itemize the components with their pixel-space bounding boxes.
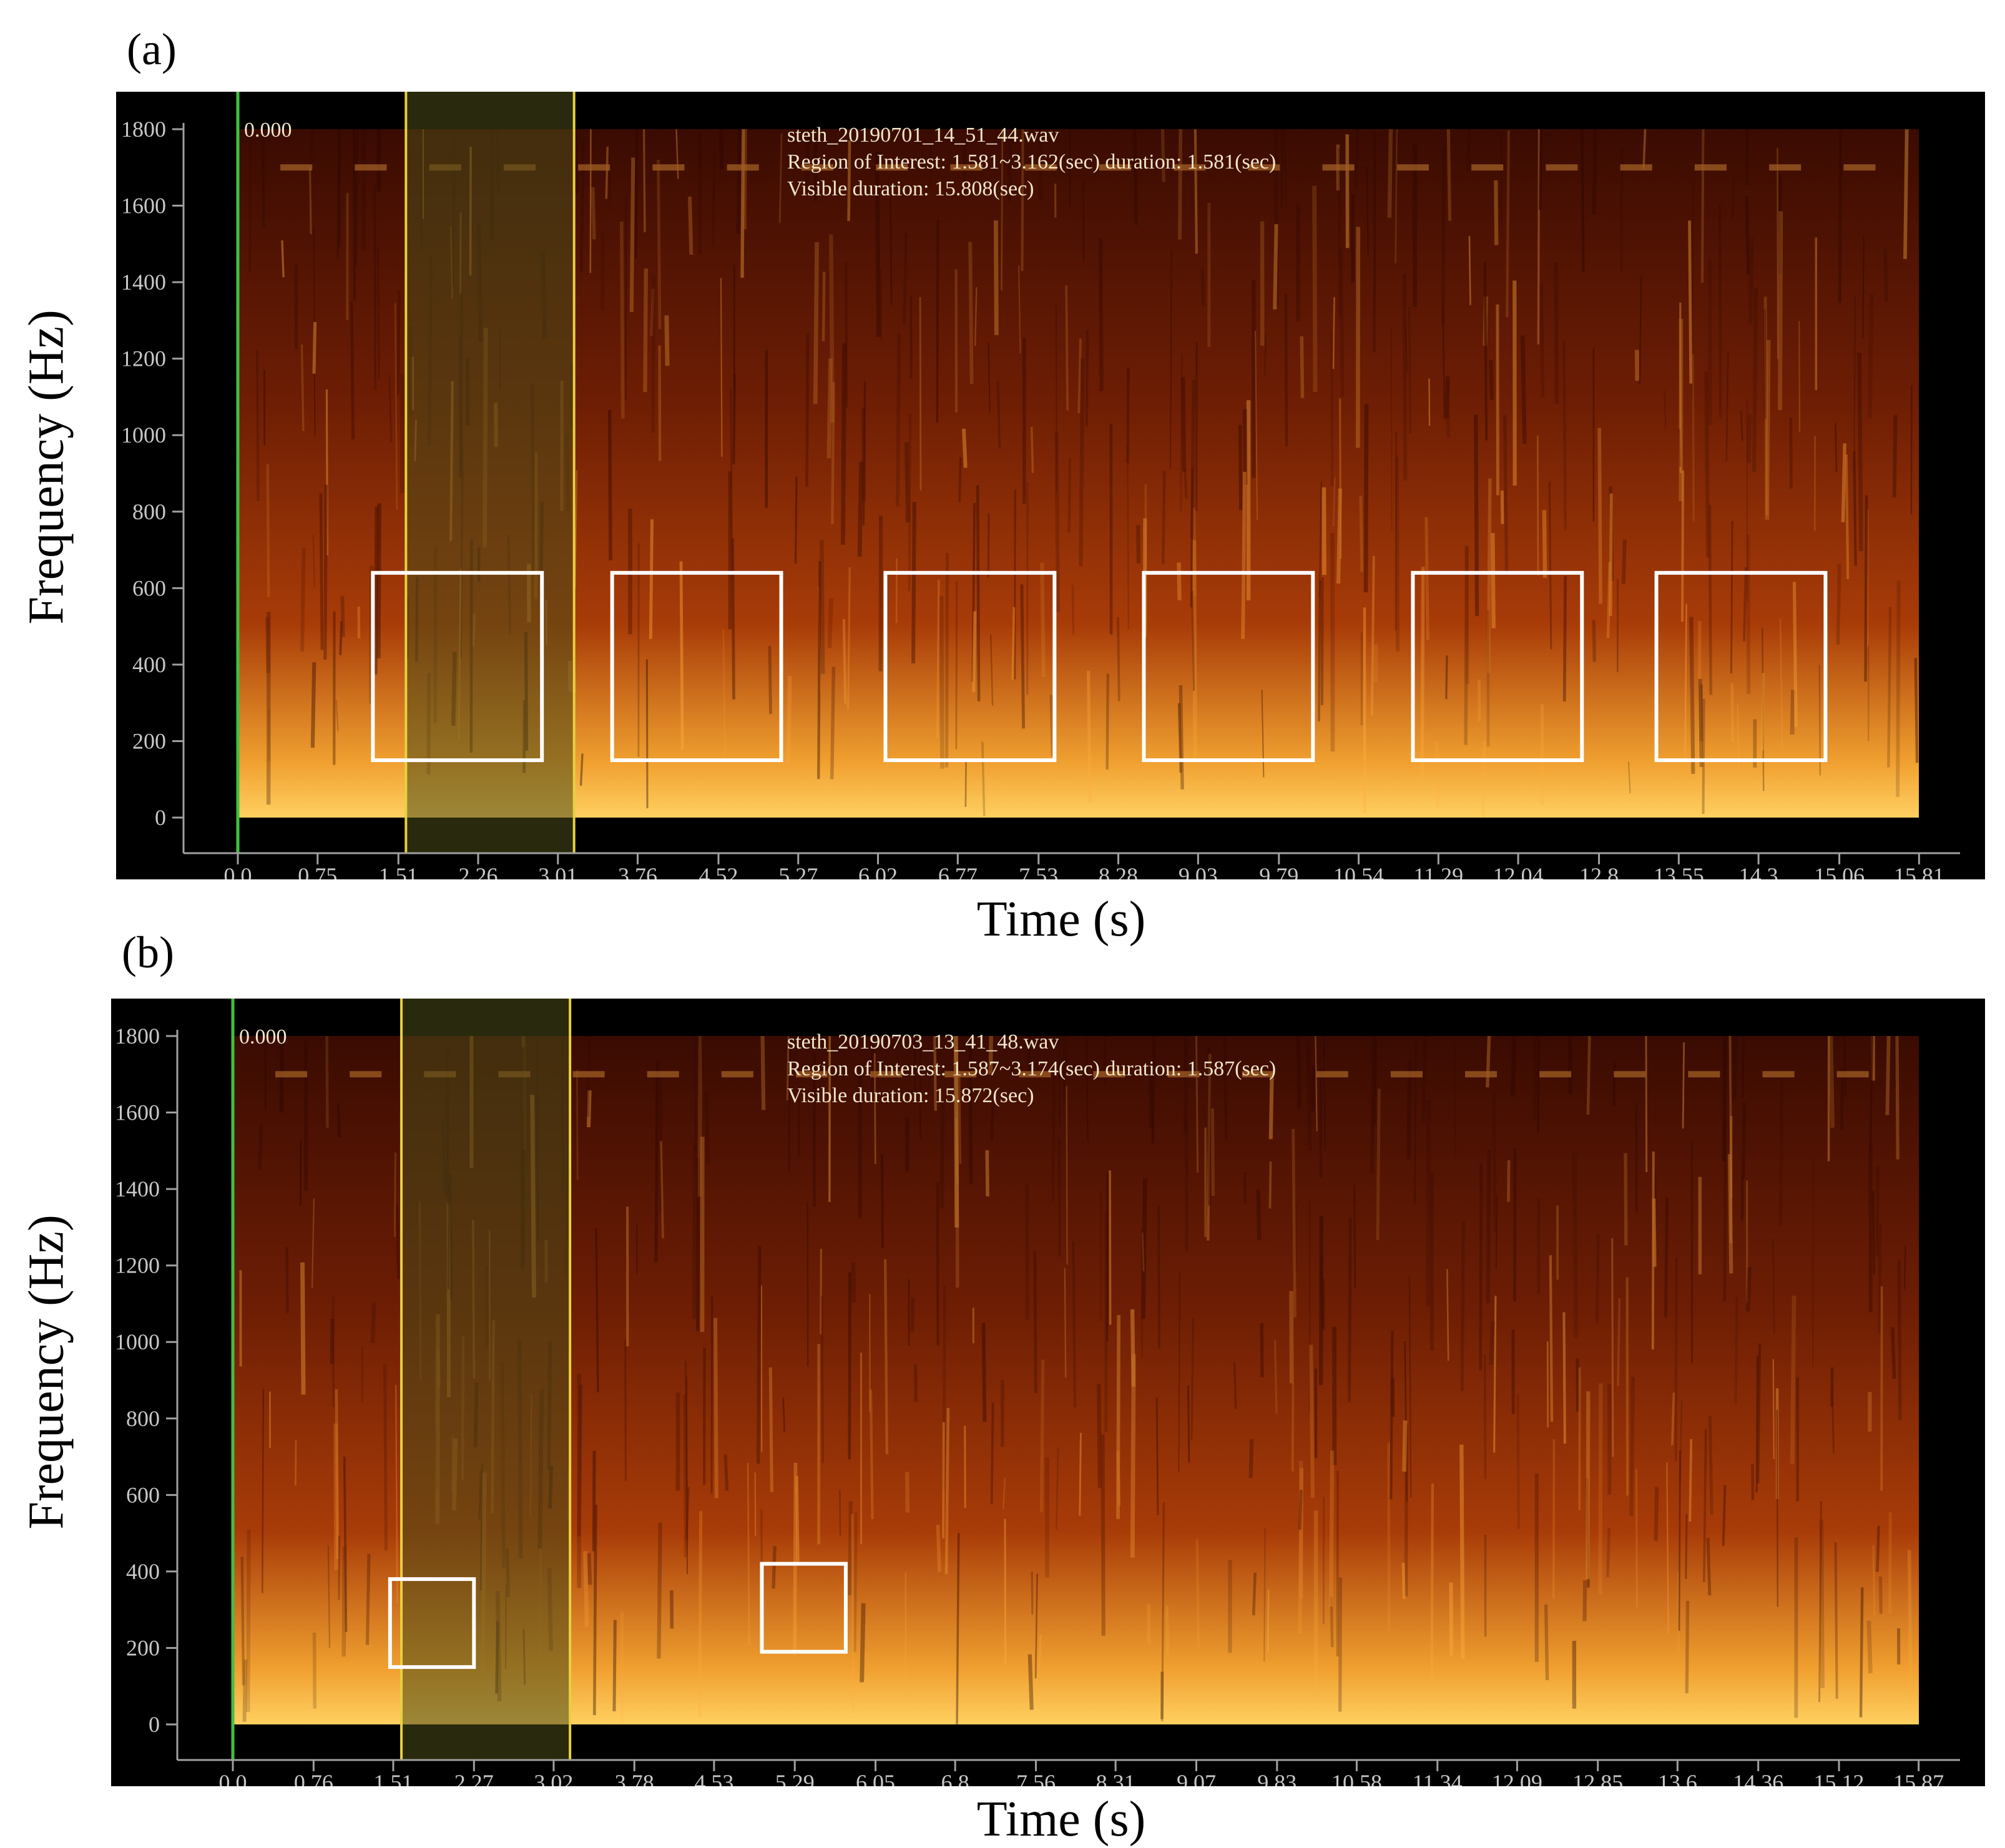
x-tick-label: 11.29: [1413, 863, 1463, 879]
y-tick-label: 1200: [115, 1253, 160, 1278]
x-tick-label: 1.51: [373, 1770, 413, 1786]
y-tick-label: 600: [132, 575, 166, 600]
y-tick-label: 200: [126, 1635, 160, 1660]
x-tick-label: 13.55: [1654, 863, 1704, 879]
x-tick-label: 14.36: [1733, 1770, 1783, 1786]
x-tick-label: 15.06: [1814, 863, 1865, 879]
x-tick-label: 5.27: [778, 863, 818, 879]
roi-region[interactable]: [406, 92, 574, 853]
x-tick-label: 14.3: [1739, 863, 1778, 879]
spectrogram-svg-a: 0.000 steth_20190701_14_51_44.wav Region o…: [116, 92, 1985, 879]
x-tick-label: 2.26: [459, 863, 498, 879]
x-tick-label: 3.76: [618, 863, 657, 879]
x-tick-label: 0.0: [224, 863, 252, 879]
x-tick-label: 1.51: [379, 863, 418, 879]
y-tick-label: 1400: [121, 270, 166, 295]
x-tick-label: 6.05: [856, 1770, 895, 1786]
x-tick-label: 8.31: [1096, 1770, 1135, 1786]
y-tick-label: 400: [132, 652, 166, 677]
x-tick-label: 10.58: [1331, 1770, 1382, 1786]
x-tick-label: 9.83: [1257, 1770, 1297, 1786]
x-tick-label: 9.79: [1259, 863, 1298, 879]
info-line: Region of Interest: 1.587~3.174(sec) dur…: [787, 1057, 1276, 1080]
info-line: Region of Interest: 1.581~3.162(sec) dur…: [787, 150, 1276, 174]
y-tick-label: 1800: [115, 1024, 160, 1049]
roi-region[interactable]: [401, 999, 570, 1760]
cursor-time-label: 0.000: [244, 119, 292, 142]
y-tick-label: 800: [132, 499, 166, 524]
spectrogram-b: 0.000 steth_20190703_13_41_48.wav Region o…: [111, 999, 1985, 1786]
x-axis-title-a: Time (s): [905, 891, 1217, 948]
y-tick-label: 1600: [115, 1100, 160, 1125]
x-tick-label: 3.01: [538, 863, 577, 879]
x-tick-label: 3.02: [534, 1770, 573, 1786]
panel-label-b: (b): [122, 927, 174, 979]
y-axis-title-a: Frequency (Hz): [19, 344, 76, 625]
y-tick-label: 1000: [115, 1329, 160, 1354]
x-tick-label: 9.07: [1177, 1770, 1216, 1786]
x-tick-label: 7.53: [1019, 863, 1058, 879]
info-line: steth_20190701_14_51_44.wav: [787, 124, 1059, 147]
x-tick-label: 4.53: [694, 1770, 733, 1786]
y-tick-label: 1400: [115, 1176, 160, 1201]
x-axis-title-b: Time (s): [905, 1791, 1217, 1848]
x-tick-label: 12.09: [1492, 1770, 1542, 1786]
x-tick-label: 2.27: [454, 1770, 494, 1786]
x-tick-label: 7.56: [1016, 1770, 1056, 1786]
x-tick-label: 0.76: [294, 1770, 333, 1786]
y-tick-label: 1800: [121, 117, 166, 142]
x-tick-label: 0.0: [219, 1770, 247, 1786]
y-tick-label: 600: [126, 1482, 160, 1507]
y-tick-label: 200: [132, 728, 166, 753]
x-tick-label: 15.12: [1814, 1770, 1865, 1786]
cursor-time-label: 0.000: [239, 1025, 287, 1049]
y-axis-title-b: Frequency (Hz): [19, 1249, 76, 1530]
y-tick-label: 400: [126, 1559, 160, 1584]
x-tick-label: 12.04: [1493, 863, 1544, 879]
x-tick-label: 3.78: [615, 1770, 654, 1786]
panel-label-a: (a): [127, 24, 177, 76]
x-tick-label: 0.75: [298, 863, 337, 879]
x-tick-label: 12.85: [1572, 1770, 1623, 1786]
x-tick-label: 11.34: [1413, 1770, 1463, 1786]
info-line: steth_20190703_13_41_48.wav: [787, 1030, 1059, 1054]
x-tick-label: 9.03: [1179, 863, 1218, 879]
y-tick-label: 1000: [121, 423, 166, 447]
spectrogram-svg-b: 0.000 steth_20190703_13_41_48.wav Region o…: [111, 999, 1985, 1786]
x-tick-label: 5.29: [775, 1770, 815, 1786]
x-tick-label: 6.8: [941, 1770, 969, 1786]
info-line: Visible duration: 15.872(sec): [787, 1084, 1034, 1107]
y-tick-label: 0: [155, 805, 166, 830]
x-tick-label: 13.6: [1658, 1770, 1697, 1786]
x-tick-label: 12.8: [1579, 863, 1619, 879]
x-tick-label: 15.87: [1893, 1770, 1944, 1786]
x-tick-label: 10.54: [1333, 863, 1384, 879]
x-tick-label: 4.52: [699, 863, 738, 879]
info-line: Visible duration: 15.808(sec): [787, 177, 1034, 200]
y-tick-label: 0: [149, 1712, 160, 1737]
y-tick-label: 800: [126, 1406, 160, 1431]
y-tick-label: 1200: [121, 346, 166, 371]
x-tick-label: 6.02: [858, 863, 898, 879]
spectrogram-a: 0.000 steth_20190701_14_51_44.wav Region o…: [116, 92, 1985, 879]
x-tick-label: 15.81: [1894, 863, 1944, 879]
x-tick-label: 6.77: [938, 863, 978, 879]
x-tick-label: 8.28: [1099, 863, 1138, 879]
y-tick-label: 1600: [121, 193, 166, 218]
